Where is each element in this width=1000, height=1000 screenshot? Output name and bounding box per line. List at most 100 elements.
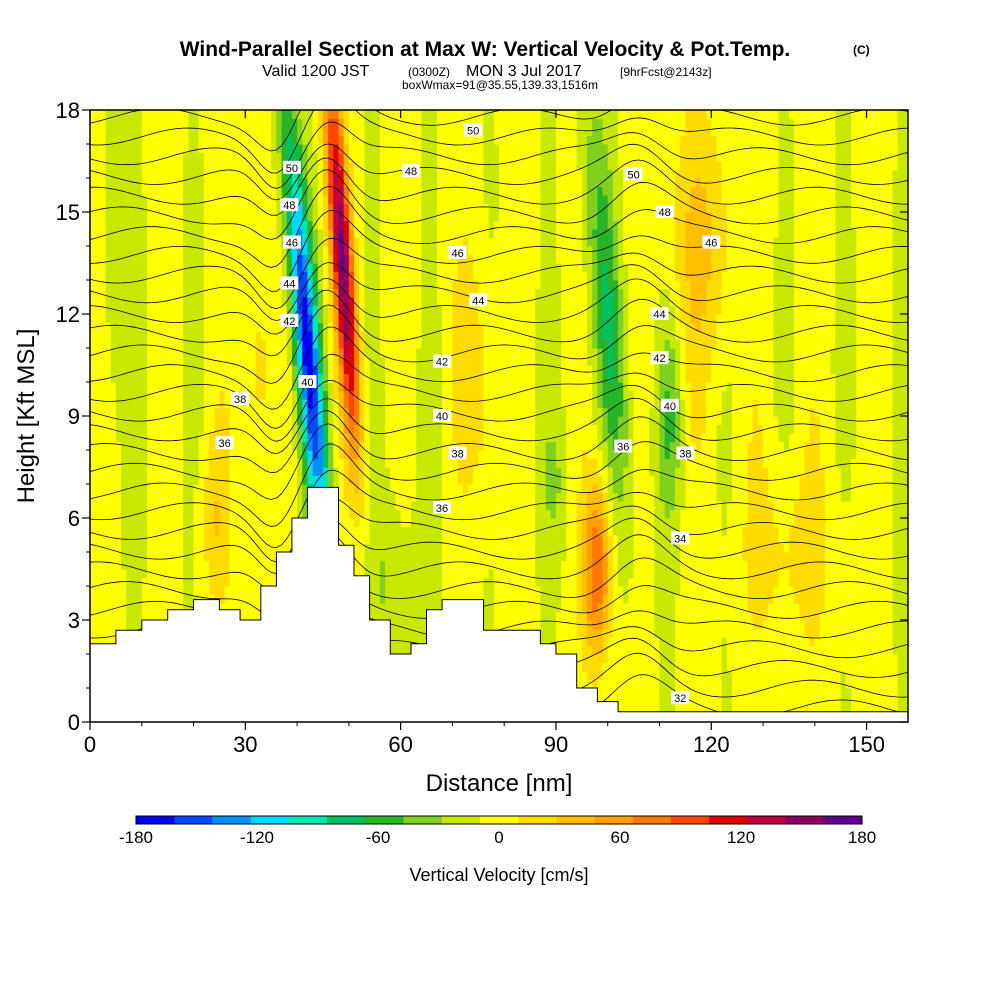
velocity-cell xyxy=(379,577,386,587)
velocity-cell xyxy=(167,118,174,128)
velocity-cell xyxy=(121,195,127,205)
velocity-cell xyxy=(271,560,277,570)
velocity-cell xyxy=(136,399,143,409)
velocity-cell xyxy=(245,424,252,434)
velocity-cell xyxy=(400,212,407,222)
velocity-cell xyxy=(379,475,386,485)
velocity-cell xyxy=(209,186,215,196)
velocity-cell xyxy=(162,118,169,128)
velocity-cell xyxy=(214,220,221,230)
velocity-cell xyxy=(400,560,407,570)
velocity-cell xyxy=(146,509,153,519)
velocity-cell xyxy=(281,365,288,375)
velocity-cell xyxy=(317,263,324,273)
velocity-cell xyxy=(317,135,324,145)
velocity-cell xyxy=(431,475,438,485)
velocity-cell xyxy=(385,220,391,230)
velocity-cell xyxy=(385,569,391,579)
velocity-cell xyxy=(416,263,422,273)
velocity-cell xyxy=(317,297,324,307)
velocity-cell xyxy=(271,526,277,536)
velocity-cell xyxy=(198,288,205,298)
velocity-cell xyxy=(385,118,391,128)
velocity-cell xyxy=(141,594,148,604)
velocity-cell xyxy=(302,195,309,205)
velocity-cell xyxy=(266,424,272,434)
velocity-cell xyxy=(271,144,277,154)
velocity-cell xyxy=(416,637,422,647)
velocity-cell xyxy=(224,195,231,205)
velocity-cell xyxy=(405,186,412,196)
velocity-cell xyxy=(162,543,169,553)
velocity-cell xyxy=(224,475,231,485)
velocity-cell xyxy=(302,186,309,196)
velocity-cell xyxy=(385,382,391,392)
velocity-cell xyxy=(317,118,324,128)
velocity-cell xyxy=(224,450,231,460)
velocity-cell xyxy=(224,161,231,171)
velocity-cell xyxy=(328,152,334,162)
velocity-cell xyxy=(100,220,107,230)
velocity-cell xyxy=(348,382,355,392)
velocity-cell xyxy=(183,509,189,519)
velocity-cell xyxy=(219,127,226,137)
velocity-cell xyxy=(281,501,288,511)
velocity-cell xyxy=(322,263,329,273)
velocity-cell xyxy=(364,314,371,324)
velocity-cell xyxy=(297,203,303,213)
velocity-cell xyxy=(312,178,319,188)
velocity-cell xyxy=(121,518,127,528)
velocity-cell xyxy=(188,161,195,171)
velocity-cell xyxy=(390,365,397,375)
velocity-cell xyxy=(162,195,169,205)
velocity-cell xyxy=(234,186,241,196)
velocity-cell xyxy=(141,152,148,162)
velocity-cell xyxy=(240,331,246,341)
velocity-cell xyxy=(141,543,148,553)
velocity-cell xyxy=(328,220,334,230)
velocity-cell xyxy=(297,297,303,307)
velocity-cell xyxy=(178,220,184,230)
velocity-cell xyxy=(250,560,257,570)
velocity-cell xyxy=(400,305,407,315)
velocity-cell xyxy=(146,484,153,494)
velocity-cell xyxy=(234,484,241,494)
velocity-cell xyxy=(266,254,272,264)
velocity-cell xyxy=(255,365,262,375)
velocity-cell xyxy=(209,161,215,171)
velocity-cell xyxy=(131,390,138,400)
velocity-cell xyxy=(436,475,443,485)
velocity-cell xyxy=(178,237,184,247)
velocity-cell xyxy=(400,416,407,426)
velocity-cell xyxy=(198,356,205,366)
velocity-cell xyxy=(359,373,365,383)
velocity-cell xyxy=(95,203,101,213)
velocity-cell xyxy=(209,237,215,247)
velocity-cell xyxy=(183,484,189,494)
velocity-cell xyxy=(214,535,221,545)
velocity-cell xyxy=(141,118,148,128)
velocity-cell xyxy=(276,407,283,417)
velocity-cell xyxy=(131,314,138,324)
velocity-cell xyxy=(172,152,179,162)
velocity-cell xyxy=(333,144,340,154)
velocity-cell xyxy=(105,390,112,400)
velocity-cell xyxy=(178,586,184,596)
velocity-cell xyxy=(421,611,428,621)
velocity-cell xyxy=(276,195,283,205)
velocity-cell xyxy=(390,433,397,443)
velocity-cell xyxy=(405,195,412,205)
velocity-cell xyxy=(105,475,112,485)
velocity-cell xyxy=(436,195,443,205)
velocity-cell xyxy=(266,458,272,468)
velocity-cell xyxy=(255,127,262,137)
velocity-cell xyxy=(167,322,174,332)
velocity-cell xyxy=(436,110,443,120)
velocity-cell xyxy=(229,416,236,426)
velocity-cell xyxy=(255,424,262,434)
velocity-cell xyxy=(203,203,210,213)
velocity-cell xyxy=(183,569,189,579)
velocity-cell xyxy=(234,594,241,604)
velocity-cell xyxy=(379,195,386,205)
velocity-cell xyxy=(390,586,397,596)
